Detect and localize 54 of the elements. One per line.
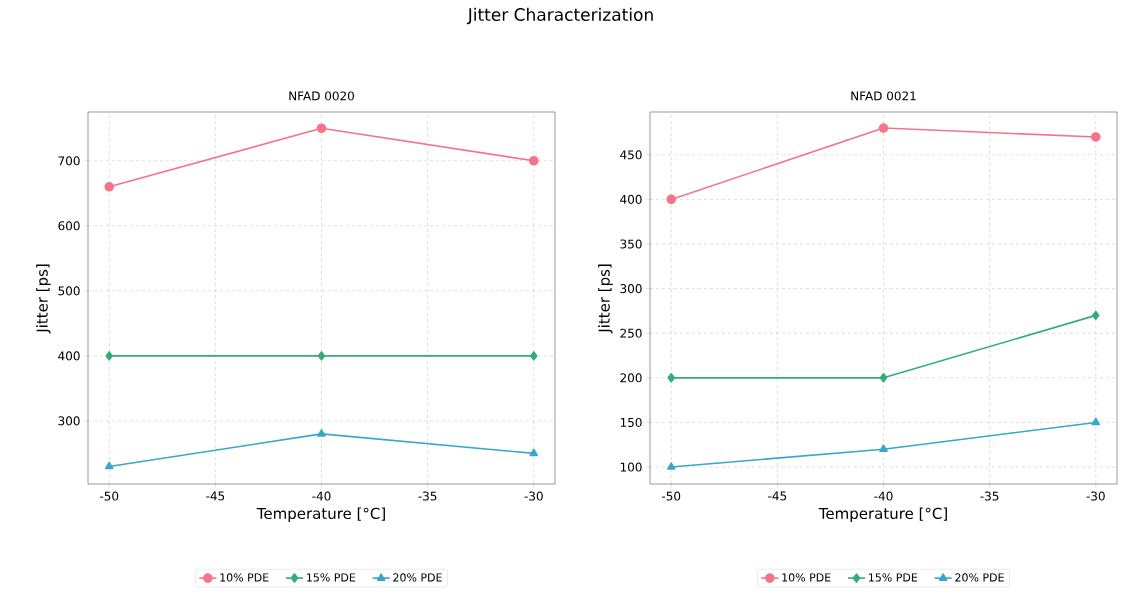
- point: [105, 351, 114, 361]
- y-tick-label: 300: [58, 416, 80, 426]
- point: [878, 123, 889, 133]
- legend-label: 15% PDE: [307, 573, 356, 582]
- point: [528, 155, 539, 166]
- point: [529, 351, 538, 361]
- x-tick-label: -35: [980, 491, 999, 501]
- x-axis-title: Temperature [°C]: [818, 507, 947, 522]
- point: [316, 123, 327, 134]
- x-tick-label: -50: [662, 491, 681, 501]
- point: [104, 461, 114, 470]
- y-tick-label: 600: [58, 221, 80, 231]
- point: [1091, 417, 1101, 426]
- point: [879, 444, 888, 452]
- x-tick-label: -40: [874, 491, 893, 501]
- x-tick-label: -45: [768, 491, 787, 501]
- y-tick-label: 200: [620, 373, 642, 383]
- point: [1091, 310, 1100, 321]
- point: [667, 373, 676, 383]
- y-axis-title: Jitter [ps]: [598, 264, 613, 334]
- point: [317, 351, 326, 361]
- y-tick-label: 100: [620, 462, 642, 472]
- x-tick-label: -45: [206, 491, 225, 501]
- y-tick-label: 500: [58, 286, 80, 296]
- point: [529, 448, 539, 457]
- y-axis-title: Jitter [ps]: [36, 264, 51, 334]
- y-tick-label: 150: [620, 417, 642, 427]
- point: [1090, 132, 1101, 142]
- chart-title: NFAD 0021: [851, 91, 916, 101]
- y-tick-label: 250: [620, 328, 642, 338]
- point: [317, 429, 326, 437]
- y-tick-label: 350: [620, 239, 642, 249]
- y-tick-label: 300: [620, 284, 642, 294]
- point: [879, 373, 888, 383]
- x-tick-label: -30: [524, 491, 543, 501]
- point: [666, 194, 677, 205]
- x-axis-title: Temperature [°C]: [256, 507, 385, 522]
- point: [104, 181, 115, 192]
- x-tick-label: -40: [312, 491, 331, 501]
- point: [666, 462, 676, 470]
- x-tick-label: -30: [1086, 491, 1105, 501]
- chart-title: NFAD 0020: [289, 91, 354, 101]
- x-tick-label: -35: [418, 491, 437, 501]
- legend-label: 10% PDE: [782, 573, 831, 582]
- y-tick-label: 400: [620, 194, 642, 204]
- legend-label: 20% PDE: [955, 573, 1004, 582]
- legend-label: 15% PDE: [869, 573, 918, 582]
- y-tick-label: 400: [58, 351, 80, 361]
- text: Jitter Characterization: [466, 7, 653, 25]
- y-tick-label: 700: [58, 156, 80, 166]
- y-tick-label: 450: [620, 150, 642, 160]
- legend-label: 20% PDE: [393, 573, 442, 582]
- x-tick-label: -50: [100, 491, 119, 501]
- legend-label: 10% PDE: [220, 573, 269, 582]
